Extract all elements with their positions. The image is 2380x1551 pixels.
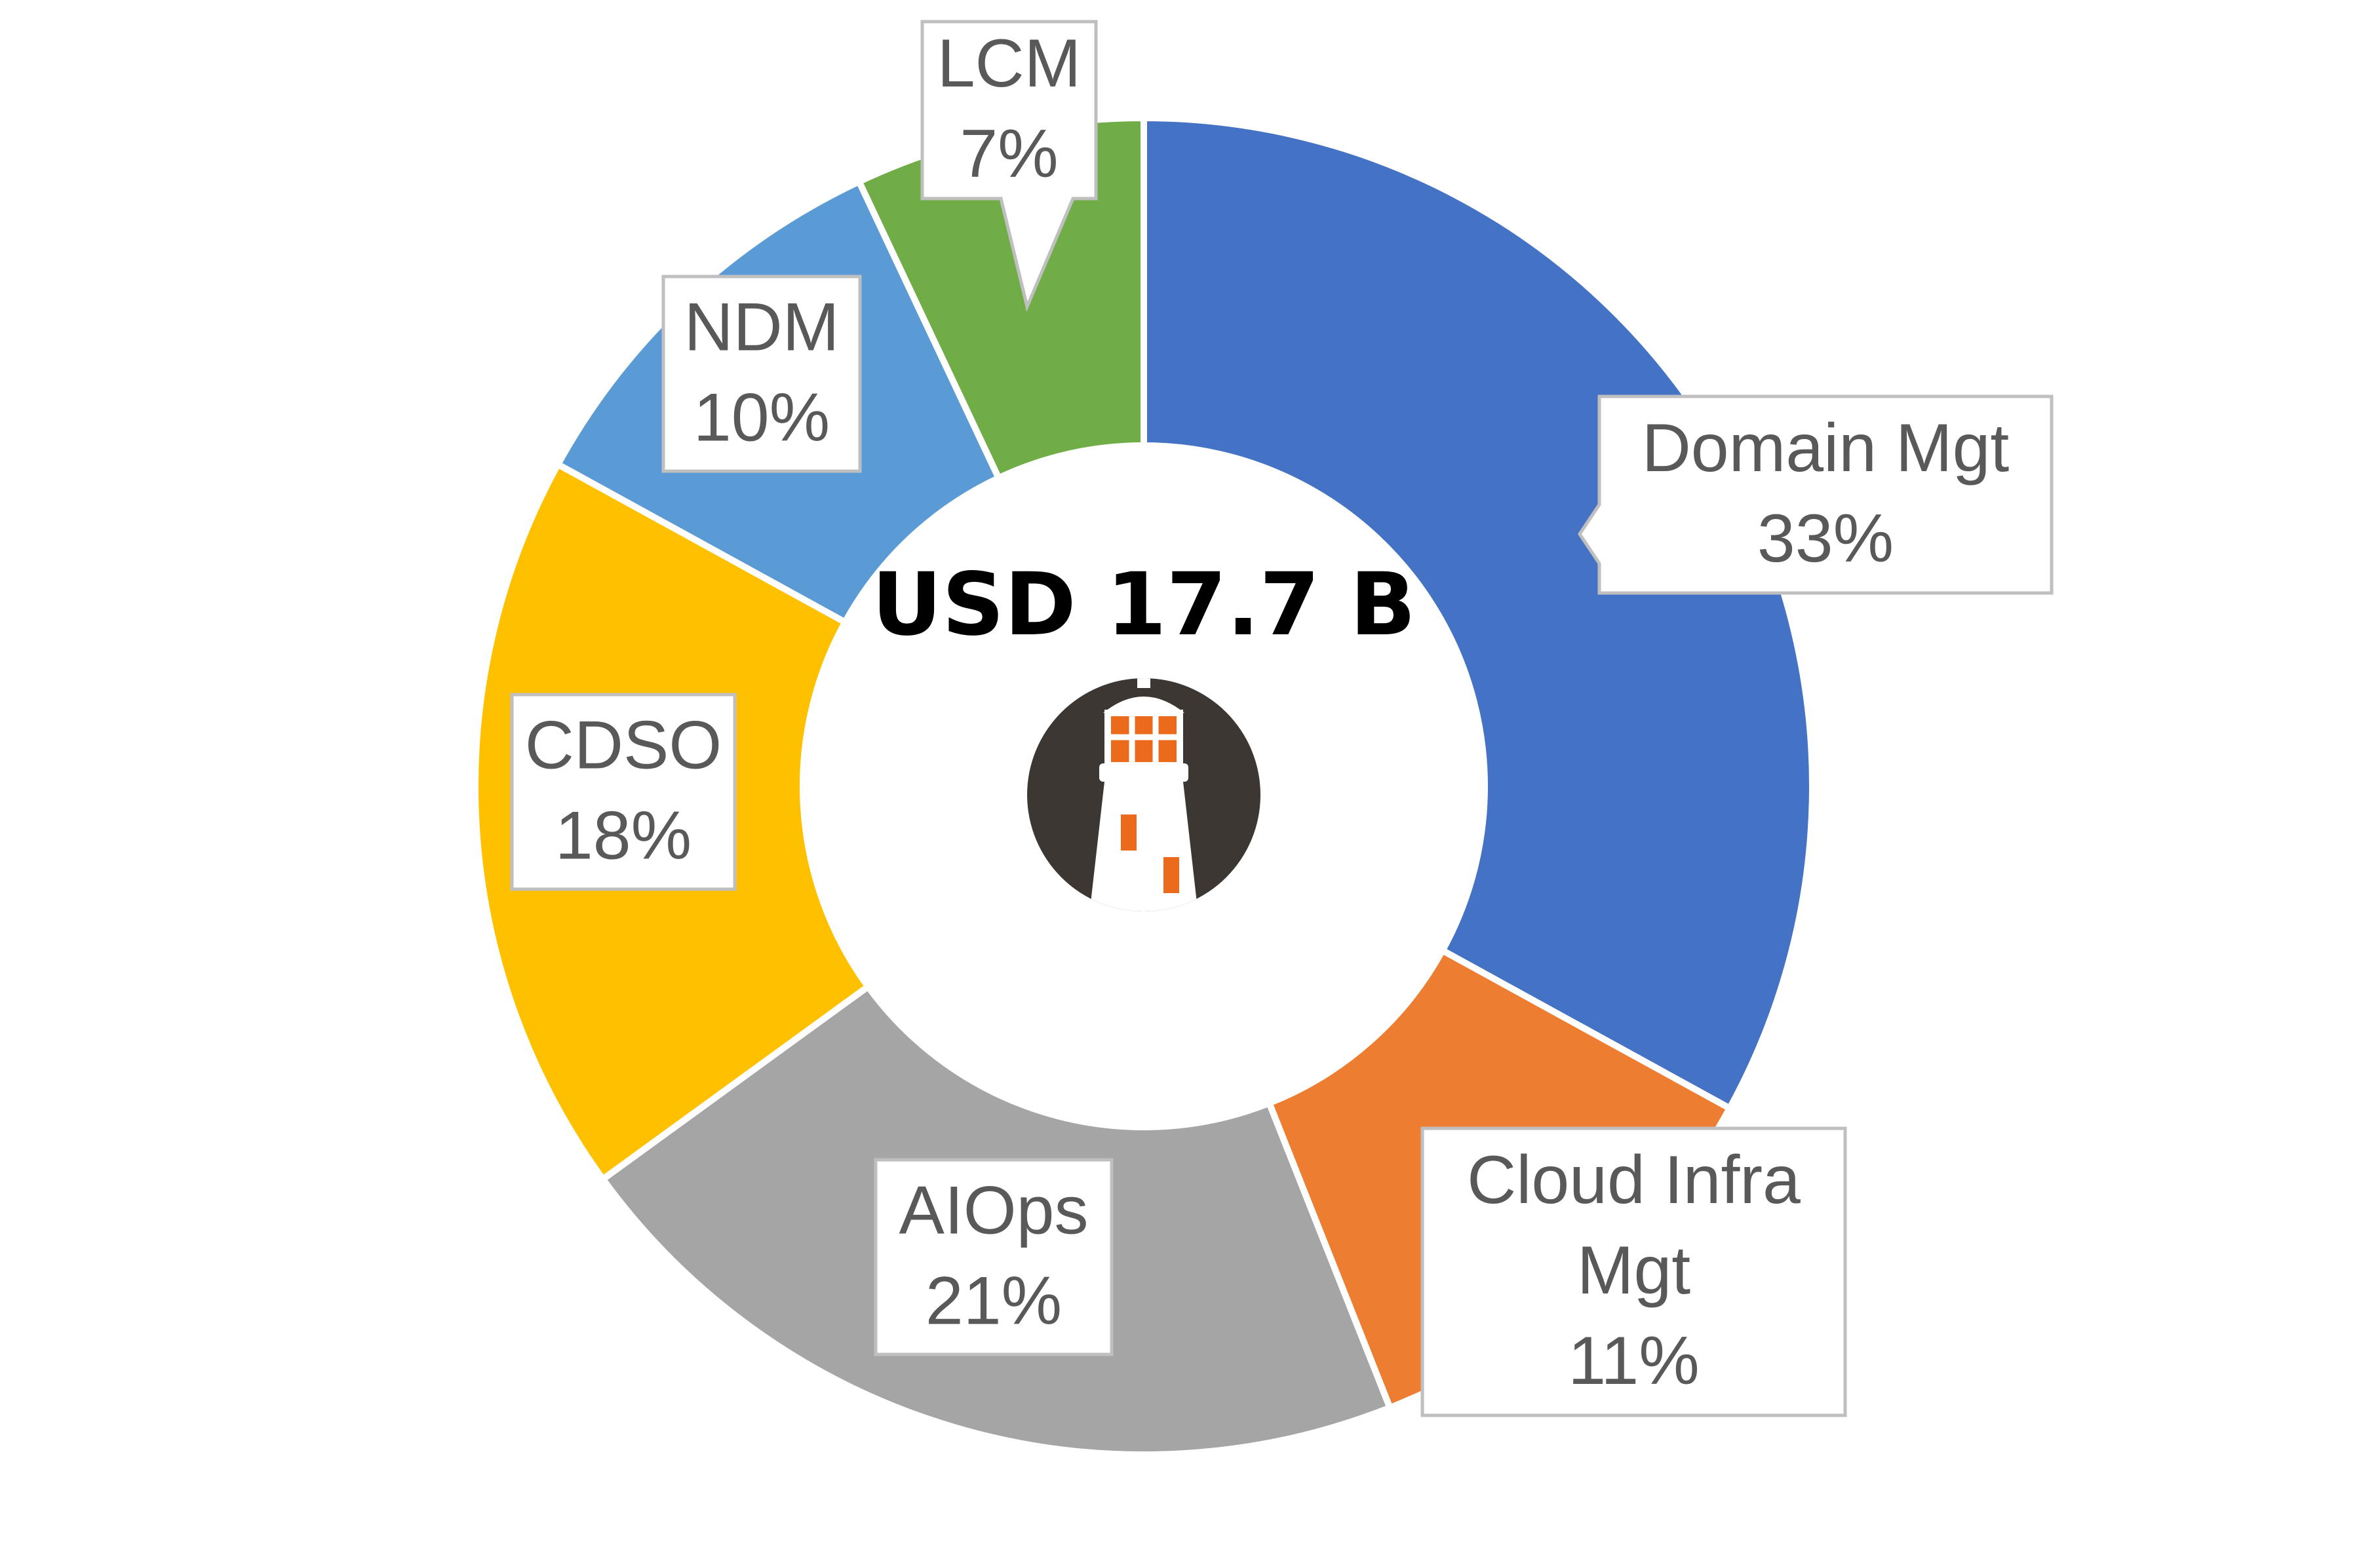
slice-percent-label: 7%: [960, 116, 1058, 192]
label-box: [510, 693, 737, 891]
slice-percent-label: 11%: [1568, 1323, 1699, 1399]
slice-percent-label: 18%: [555, 798, 692, 874]
label-domain-mgt: Domain Mgt 33%: [1577, 394, 2054, 595]
label-box: [1420, 1126, 1847, 1417]
slice-name-label: LCM: [937, 26, 1082, 102]
label-lcm: LCM 7%: [920, 20, 1098, 312]
label-box: [874, 1158, 1114, 1356]
slice-name-label: Cloud Infra: [1467, 1142, 1801, 1218]
slice-percent-label: 21%: [926, 1263, 1062, 1339]
slice-name-label: AIOps: [899, 1173, 1089, 1249]
label-ndm: NDM 10%: [661, 275, 862, 473]
label-box: [920, 20, 1098, 312]
slice-percent-label: 33%: [1757, 501, 1894, 577]
label-cloud-infra-mgt: Cloud Infra Mgt 11%: [1420, 1126, 1847, 1417]
lighthouse-logo: [1027, 678, 1260, 911]
lighthouse-icon: [1088, 678, 1200, 911]
center-total-label: USD 17.7 B: [872, 554, 1416, 655]
slice-name-label: Mgt: [1577, 1233, 1690, 1309]
slice-name-label: CDSO: [525, 708, 722, 784]
label-aiops: AIOps 21%: [874, 1158, 1114, 1356]
label-box: [1577, 394, 2054, 595]
label-cdso: CDSO 18%: [510, 693, 737, 891]
slice-percent-label: 10%: [693, 380, 830, 456]
slice-name-label: Domain Mgt: [1642, 410, 2010, 486]
label-box: [661, 275, 862, 473]
slice-name-label: NDM: [684, 290, 840, 366]
slice-domain-mgt: [1141, 114, 1816, 1113]
slice-labels: Domain Mgt 33% Cloud Infra Mgt 11% AIOps 21% CD…: [510, 20, 2054, 1417]
